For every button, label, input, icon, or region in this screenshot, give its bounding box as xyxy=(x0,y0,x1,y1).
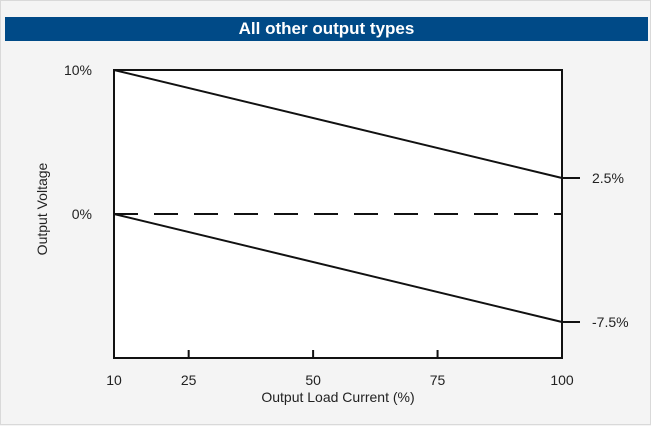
right-value-labels: 2.5% -7.5% xyxy=(562,170,629,330)
y-axis-ticks: 10% 0% xyxy=(64,62,92,222)
y-axis-label: Output Voltage xyxy=(34,162,50,255)
series-line-2 xyxy=(113,213,563,323)
y-tick-label: 10% xyxy=(64,62,92,78)
y-tick-label: 0% xyxy=(72,206,92,222)
x-tick-label: 75 xyxy=(430,372,446,388)
right-value-label: 2.5% xyxy=(592,170,624,186)
x-axis-label: Output Load Current (%) xyxy=(261,389,414,405)
series-group xyxy=(113,69,563,323)
x-tick-label: 25 xyxy=(181,372,197,388)
series-line-0 xyxy=(113,69,563,179)
chart-title: All other output types xyxy=(5,17,648,41)
x-axis-ticks: 10 25 50 75 100 xyxy=(106,350,574,388)
right-value-label: -7.5% xyxy=(592,314,629,330)
x-tick-label: 100 xyxy=(550,372,574,388)
x-tick-label: 50 xyxy=(305,372,321,388)
x-tick-label: 10 xyxy=(106,372,122,388)
